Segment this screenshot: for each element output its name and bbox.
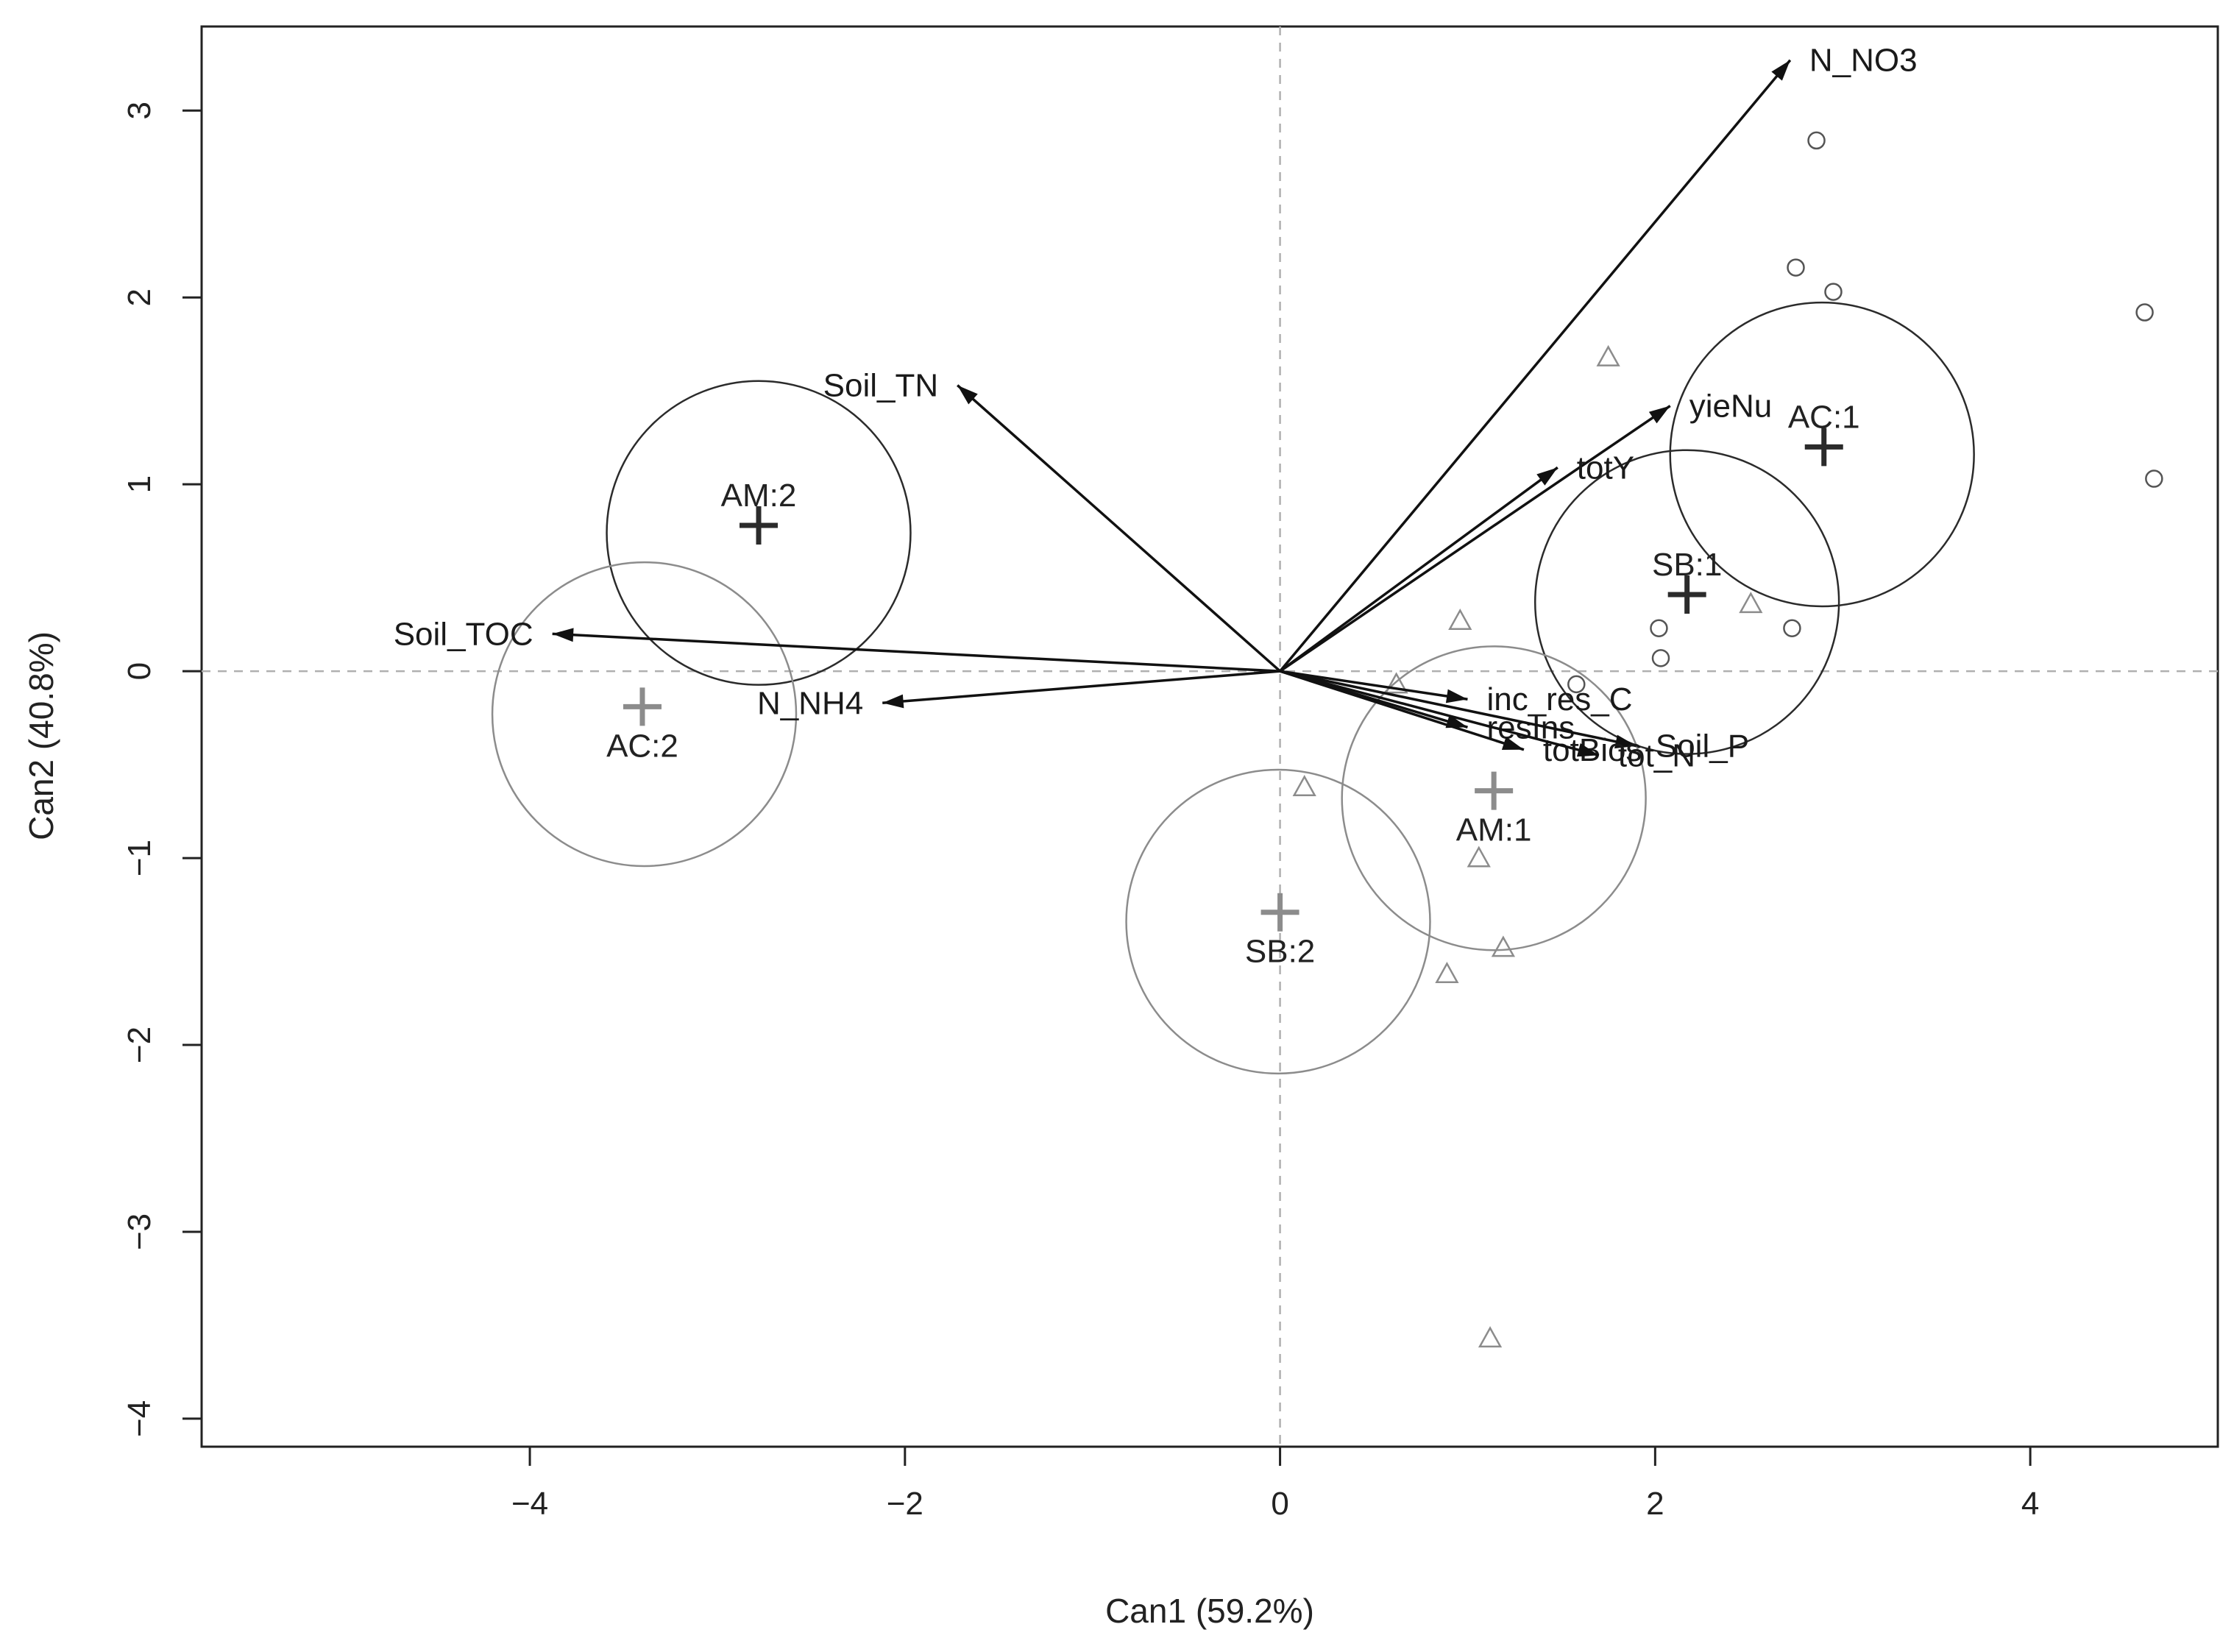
vector-label-tot_n: tot_N — [1618, 737, 1695, 773]
arrowhead-soil_toc — [552, 628, 574, 642]
arrowhead-n_nh4 — [882, 694, 904, 709]
y-tick-label: −3 — [121, 1213, 157, 1250]
arrowhead-soil_tn — [957, 385, 978, 405]
y-tick-label: −4 — [121, 1400, 157, 1437]
point-triangle — [1596, 344, 1620, 366]
group-label-sb-2: SB:2 — [1245, 934, 1315, 970]
y-tick-label: −1 — [121, 840, 157, 876]
vector-label-resins: resIns — [1486, 709, 1575, 745]
arrowhead-resins — [1445, 715, 1468, 728]
vector-inc_res_c — [1280, 670, 1468, 701]
group-centroid-am-2 — [740, 506, 778, 545]
group-label-am-2: AM:2 — [721, 478, 797, 514]
point-circle — [1567, 675, 1586, 694]
y-axis-title: Can2 (40.8%) — [22, 631, 60, 840]
group-circle-ac-2 — [491, 561, 798, 868]
group-centroid-sb-2 — [1260, 893, 1299, 932]
x-axis-title: Can1 (59.2%) — [1105, 1592, 1314, 1630]
vector-label-soil_tn: Soil_TN — [823, 368, 939, 404]
arrowhead-tot_n — [1576, 743, 1599, 757]
point-circle — [1651, 649, 1670, 667]
arrowhead-yienu — [1648, 405, 1670, 424]
x-tick-label: −2 — [887, 1486, 923, 1522]
vector-label-soil_toc: Soil_TOC — [394, 616, 533, 652]
group-centroid-ac-1 — [1804, 428, 1843, 467]
vector-label-soil_p: Soil_P — [1656, 728, 1749, 765]
point-circle — [2145, 469, 2163, 488]
point-triangle — [1384, 672, 1408, 694]
point-triangle — [1467, 846, 1491, 868]
group-centroid-am-1 — [1475, 771, 1514, 810]
y-tick-label: −2 — [121, 1027, 157, 1063]
arrowhead-n_no3 — [1771, 60, 1790, 81]
point-circle — [1783, 619, 1801, 637]
vector-totbios — [1280, 670, 1525, 751]
point-triangle — [1478, 1326, 1503, 1348]
point-circle — [1807, 131, 1826, 150]
group-label-ac-2: AC:2 — [606, 728, 678, 764]
vector-soil_tn — [957, 384, 1281, 673]
arrowhead-toty — [1536, 467, 1558, 486]
x-tick-label: −4 — [511, 1486, 548, 1522]
group-label-ac-1: AC:1 — [1788, 399, 1860, 435]
vector-label-inc_res_c: inc_res_C — [1486, 681, 1632, 717]
x-tick-label: 4 — [2021, 1486, 2039, 1522]
y-tick-label: 0 — [121, 662, 157, 680]
vector-label-totbios: totBios — [1543, 732, 1642, 768]
point-circle — [2135, 303, 2154, 322]
vector-yienu — [1279, 405, 1671, 673]
x-tick-label: 0 — [1271, 1486, 1288, 1522]
vector-soil_toc — [552, 632, 1280, 673]
group-circle-ac-1 — [1669, 301, 1975, 608]
vector-tot_n — [1280, 670, 1600, 757]
group-label-sb-1: SB:1 — [1652, 547, 1722, 583]
arrowhead-soil_p — [1614, 734, 1637, 749]
group-circle-sb-2 — [1125, 768, 1431, 1075]
arrowhead-totbios — [1501, 737, 1524, 751]
group-centroid-ac-2 — [623, 687, 662, 726]
group-circle-am-1 — [1341, 645, 1647, 951]
group-label-am-1: AM:1 — [1456, 812, 1532, 848]
point-circle — [1824, 283, 1843, 301]
vector-label-n_no3: N_NO3 — [1809, 43, 1918, 79]
vector-label-n_nh4: N_NH4 — [757, 685, 863, 721]
vector-n_no3 — [1279, 59, 1792, 673]
vector-soil_p — [1280, 670, 1637, 748]
vector-label-toty: totY — [1577, 450, 1634, 486]
vector-toty — [1279, 466, 1559, 673]
y-tick-label: 3 — [121, 102, 157, 119]
arrowhead-inc_res_c — [1445, 689, 1468, 703]
point-circle — [1787, 258, 1805, 277]
y-tick-label: 2 — [121, 288, 157, 306]
point-triangle — [1491, 935, 1516, 957]
x-tick-label: 2 — [1646, 1486, 1664, 1522]
plot-frame — [200, 25, 2219, 1448]
y-tick-label: 1 — [121, 475, 157, 493]
group-circle-sb-1 — [1533, 449, 1840, 755]
group-centroid-sb-1 — [1667, 575, 1706, 614]
point-circle — [1650, 619, 1668, 637]
point-triangle — [1435, 961, 1459, 983]
point-triangle — [1292, 774, 1316, 797]
point-triangle — [1448, 608, 1472, 631]
vector-label-yienu: yieNu — [1689, 389, 1773, 425]
point-triangle — [1739, 592, 1763, 614]
group-circle-am-2 — [606, 380, 912, 686]
vector-n_nh4 — [882, 670, 1280, 705]
